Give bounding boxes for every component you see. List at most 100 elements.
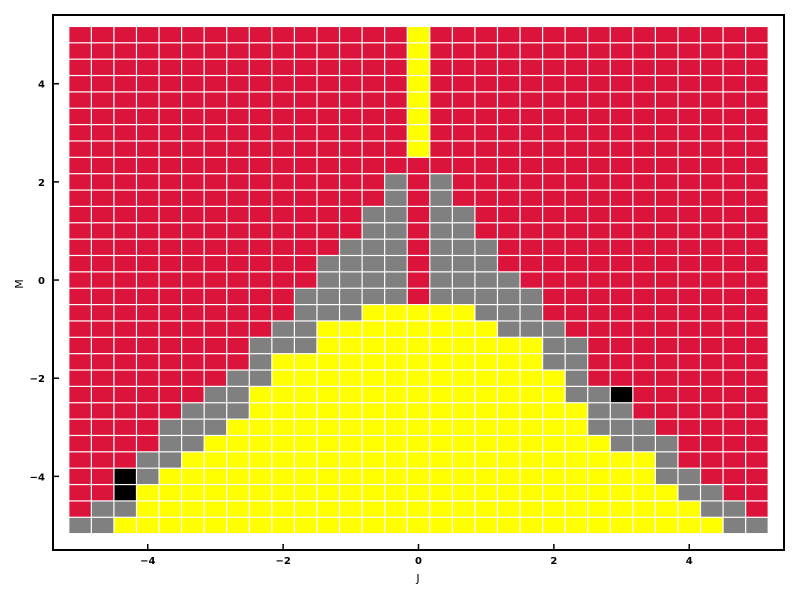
heatmap-cell (520, 452, 542, 468)
heatmap-cell (227, 207, 249, 223)
heatmap-cell (159, 419, 181, 435)
heatmap-cell (633, 321, 655, 337)
heatmap-cell (249, 256, 272, 272)
heatmap-cell (362, 517, 385, 534)
heatmap-cell (588, 27, 610, 43)
heatmap-cell (452, 157, 475, 174)
heatmap-cell (656, 386, 678, 403)
heatmap-cell (520, 419, 542, 435)
heatmap-cell (723, 386, 746, 403)
heatmap-cell (91, 239, 114, 255)
heatmap-cell (204, 190, 227, 206)
heatmap-cell (701, 370, 723, 386)
heatmap-cell (723, 485, 746, 501)
heatmap-cell (137, 76, 159, 92)
heatmap-cell (610, 223, 633, 239)
heatmap-cell (362, 27, 385, 43)
heatmap-cell (114, 76, 136, 92)
heatmap-cell (204, 501, 227, 517)
heatmap-cell (678, 419, 700, 435)
heatmap-cell (204, 141, 227, 157)
heatmap-cell (633, 485, 655, 501)
heatmap-cell (407, 452, 430, 468)
heatmap-cell (475, 190, 497, 206)
heatmap-cell (633, 370, 655, 386)
heatmap-cell (340, 288, 362, 304)
heatmap-cell (588, 125, 610, 141)
heatmap-cell (407, 223, 430, 239)
heatmap-cell (701, 517, 723, 534)
heatmap-cell (588, 386, 610, 403)
heatmap-cell (182, 108, 204, 125)
heatmap-cell (249, 272, 272, 288)
heatmap-cell (475, 43, 497, 59)
heatmap-cell (746, 256, 768, 272)
heatmap-cell (317, 386, 339, 403)
heatmap-cell (746, 76, 768, 92)
heatmap-cell (204, 256, 227, 272)
heatmap-cell (610, 485, 633, 501)
heatmap-cell (475, 223, 497, 239)
heatmap-cell (656, 141, 678, 157)
heatmap-cell (91, 436, 114, 452)
heatmap-cell (610, 92, 633, 108)
heatmap-cell (295, 468, 317, 484)
heatmap-cell (182, 288, 204, 304)
heatmap-cell (317, 141, 339, 157)
heatmap-cell (723, 370, 746, 386)
heatmap-cell (114, 436, 136, 452)
heatmap-cell (565, 207, 588, 223)
heatmap-cell (137, 207, 159, 223)
heatmap-cell (565, 27, 588, 43)
heatmap-cell (430, 125, 452, 141)
heatmap-cell (746, 92, 768, 108)
heatmap-cell (114, 272, 136, 288)
heatmap-cell (588, 468, 610, 484)
heatmap-cell (678, 452, 700, 468)
heatmap-cell (746, 305, 768, 321)
heatmap-cell (475, 92, 497, 108)
heatmap-cell (69, 386, 91, 403)
heatmap-cell (385, 59, 407, 75)
heatmap-cell (723, 256, 746, 272)
heatmap-cell (723, 108, 746, 125)
heatmap-cell (317, 288, 339, 304)
heatmap-cell (633, 207, 655, 223)
heatmap-cell (137, 190, 159, 206)
heatmap-cell (69, 256, 91, 272)
heatmap-cell (91, 157, 114, 174)
heatmap-cell (137, 517, 159, 534)
heatmap-cell (69, 321, 91, 337)
heatmap-cell (656, 305, 678, 321)
heatmap-cell (543, 76, 565, 92)
heatmap-cell (610, 370, 633, 386)
heatmap-cell (272, 419, 294, 435)
heatmap-cell (543, 305, 565, 321)
heatmap-cell (407, 43, 430, 59)
heatmap-cell (69, 76, 91, 92)
heatmap-cell (272, 43, 294, 59)
heatmap-cell (182, 59, 204, 75)
heatmap-cell (543, 190, 565, 206)
heatmap-cell (701, 207, 723, 223)
heatmap-cell (746, 468, 768, 484)
heatmap-cell (610, 125, 633, 141)
heatmap-cell (633, 305, 655, 321)
heatmap-cell (543, 272, 565, 288)
heatmap-cell (91, 452, 114, 468)
heatmap-cell (565, 272, 588, 288)
heatmap-cell (137, 125, 159, 141)
heatmap-cell (610, 43, 633, 59)
heatmap-cell (91, 59, 114, 75)
heatmap-cell (633, 190, 655, 206)
heatmap-cell (475, 436, 497, 452)
heatmap-cell (114, 223, 136, 239)
heatmap-cell (137, 468, 159, 484)
heatmap-cell (137, 321, 159, 337)
heatmap-cell (452, 403, 475, 419)
heatmap-cell (385, 272, 407, 288)
heatmap-cell (362, 321, 385, 337)
heatmap-cell (656, 403, 678, 419)
heatmap-cell (385, 256, 407, 272)
heatmap-cell (114, 239, 136, 255)
